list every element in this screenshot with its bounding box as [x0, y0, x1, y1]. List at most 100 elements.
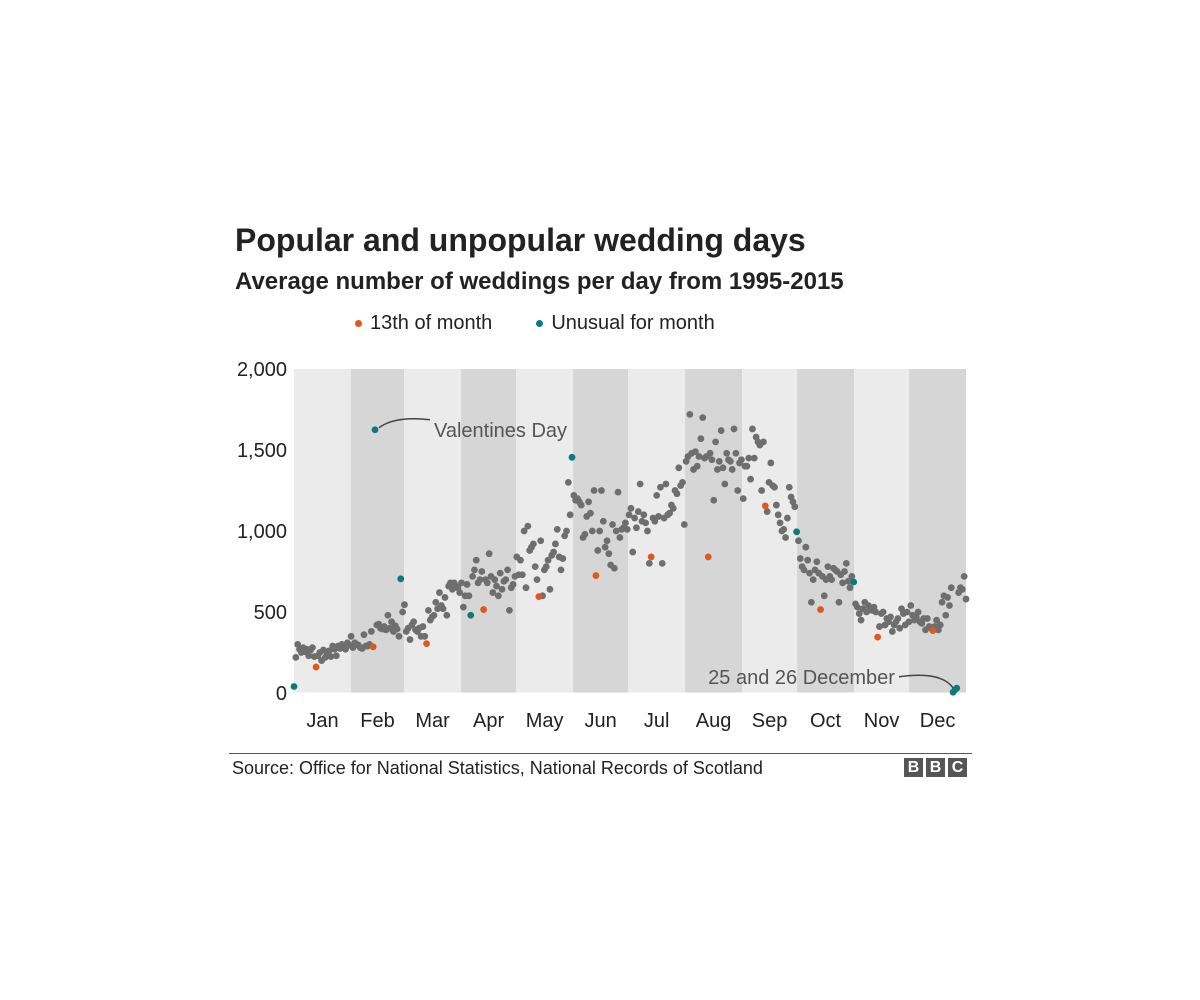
point	[478, 568, 486, 575]
legend-label-unusual: Unusual for month	[551, 312, 715, 334]
legend-item-unusual: Unusual for month	[536, 312, 715, 335]
point	[587, 509, 594, 517]
point	[658, 560, 666, 567]
point	[642, 519, 650, 527]
point	[553, 525, 561, 533]
point	[585, 498, 592, 506]
point-13th	[817, 606, 824, 613]
point	[887, 613, 894, 621]
point-unusual	[290, 683, 298, 690]
point	[546, 585, 554, 593]
point-unusual	[793, 528, 801, 536]
month-band	[350, 369, 405, 693]
point	[598, 487, 605, 494]
x-tick-label: May	[526, 710, 564, 732]
point	[774, 511, 782, 519]
point	[596, 527, 604, 535]
point	[714, 466, 721, 473]
point	[623, 525, 631, 533]
point	[807, 598, 815, 606]
point-13th	[647, 553, 655, 561]
point-13th	[423, 640, 430, 647]
point	[655, 513, 662, 520]
point	[785, 483, 793, 491]
point	[483, 579, 491, 587]
point	[938, 598, 946, 606]
point	[782, 534, 789, 541]
x-tick-label: Mar	[415, 710, 450, 732]
point	[923, 615, 931, 622]
point	[680, 521, 688, 528]
source-note: Source: Office for National Statistics, …	[232, 758, 763, 778]
point	[430, 611, 438, 619]
chart-subtitle: Average number of weddings per day from …	[235, 268, 844, 295]
point	[498, 585, 506, 593]
x-tick-label: Apr	[473, 710, 504, 732]
point	[848, 572, 856, 580]
point	[888, 628, 896, 635]
point	[550, 548, 557, 556]
point-unusual	[397, 575, 405, 583]
point	[533, 576, 541, 583]
x-axis: Jan Feb Mar Apr May Jun Jul Aug Sep Oct Nov Dec	[306, 710, 955, 732]
point	[518, 571, 526, 579]
point	[621, 519, 629, 527]
point	[876, 623, 883, 630]
point	[458, 579, 465, 587]
point	[610, 564, 618, 572]
point	[796, 555, 804, 562]
point	[406, 636, 414, 643]
point	[524, 522, 532, 530]
point	[960, 572, 968, 580]
point	[732, 449, 740, 457]
point	[710, 496, 718, 504]
legend-label-13th: 13th of month	[370, 312, 493, 334]
bbc-logo: B B C	[904, 758, 967, 777]
point	[946, 602, 953, 609]
point	[509, 581, 517, 588]
month-band	[742, 369, 798, 693]
point	[675, 464, 683, 472]
point	[693, 462, 701, 470]
point	[942, 611, 950, 619]
month-band	[294, 369, 351, 693]
y-axis: 0 500 1,000 1,500 2,000	[237, 359, 287, 705]
point	[469, 572, 476, 580]
point	[813, 558, 821, 566]
point	[425, 606, 432, 614]
point	[804, 556, 812, 564]
point	[947, 584, 955, 592]
point	[715, 457, 723, 465]
point	[686, 410, 694, 418]
point	[841, 568, 848, 575]
point-13th	[480, 606, 488, 613]
point	[485, 550, 493, 558]
point	[669, 504, 677, 512]
point	[305, 652, 313, 660]
point	[706, 449, 714, 457]
annotation-leader	[898, 674, 954, 689]
point	[747, 475, 754, 483]
legend: 13th of month Unusual for month	[355, 312, 715, 335]
point-unusual	[568, 453, 576, 461]
logo-letter: C	[948, 758, 967, 777]
point	[332, 652, 340, 660]
logo-letter: B	[904, 758, 923, 777]
source-divider	[229, 753, 972, 754]
point	[750, 454, 758, 462]
point	[857, 616, 865, 624]
y-tick-label: 1,000	[237, 521, 287, 543]
point	[903, 608, 911, 616]
point	[651, 517, 659, 525]
point	[739, 495, 747, 502]
point	[666, 509, 673, 517]
point	[399, 608, 407, 616]
point	[472, 556, 480, 564]
point	[780, 525, 788, 533]
chart-title: Popular and unpopular wedding days	[235, 222, 806, 258]
point	[612, 527, 620, 535]
point	[691, 448, 699, 456]
point	[758, 487, 766, 494]
point	[627, 504, 635, 512]
x-tick-label: Jan	[306, 710, 338, 732]
